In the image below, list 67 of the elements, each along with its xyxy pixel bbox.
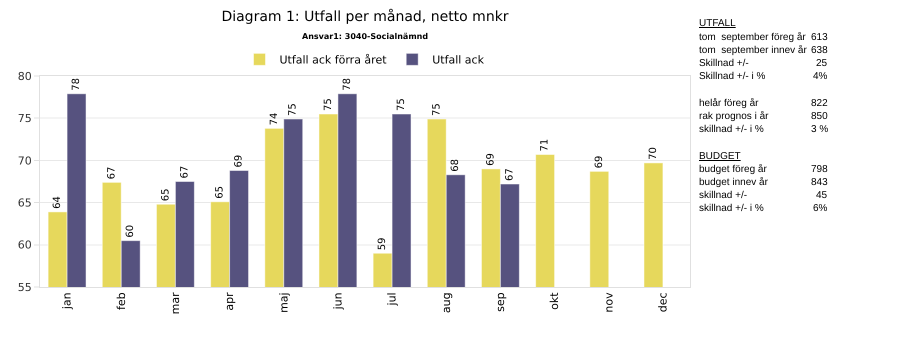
x-tick-label: mar <box>168 292 182 314</box>
text: skillnad +/- i % <box>699 124 764 135</box>
data-label: 75 <box>322 98 334 111</box>
data-label: 75 <box>431 103 442 116</box>
y-tick-label: 80 <box>18 70 32 83</box>
text: Skillnad +/- <box>699 58 749 69</box>
x-tick-label: nov <box>602 292 616 313</box>
text: helår föreg år <box>699 97 760 109</box>
x-tick-label: feb <box>114 292 128 310</box>
data-label: 69 <box>234 154 245 168</box>
chart-subtitle: Ansvar1: 3040-Socialnämnd <box>302 32 428 41</box>
x-tick-label: sep <box>494 292 507 312</box>
text: 25 <box>816 58 828 69</box>
text: 6% <box>813 203 828 214</box>
text: 613 <box>811 32 828 43</box>
data-label: 59 <box>377 238 388 250</box>
x-tick-label: maj <box>277 292 290 313</box>
text: tom september innev år <box>699 44 808 56</box>
data-label: 75 <box>288 103 299 116</box>
text: budget innev år <box>699 176 769 188</box>
text: 822 <box>811 98 828 109</box>
text: 638 <box>811 45 828 56</box>
data-label: 65 <box>160 188 172 202</box>
text: 850 <box>811 111 828 122</box>
text: 3 % <box>811 124 828 135</box>
text: 798 <box>811 164 828 175</box>
legend-label: Utfall ack förra året <box>280 54 388 67</box>
y-tick-label: 75 <box>18 112 32 126</box>
x-tick-label: aug <box>440 292 453 314</box>
text: 843 <box>811 177 828 188</box>
data-label: 78 <box>342 78 353 91</box>
data-label: 67 <box>504 168 516 182</box>
text: skillnad +/- i % <box>699 203 764 214</box>
text: BUDGET <box>699 151 741 162</box>
data-label: 67 <box>106 166 118 180</box>
text: budget föreg år <box>699 163 768 175</box>
x-tick-label: jan <box>60 292 74 310</box>
chart-title: Diagram 1: Utfall per månad, netto mnkr <box>221 8 509 25</box>
x-tick-label: okt <box>548 292 562 310</box>
text: 45 <box>816 190 828 201</box>
x-tick-label: apr <box>223 292 236 311</box>
y-tick-label: 60 <box>18 238 32 252</box>
text: rak prognos i år <box>699 110 770 122</box>
data-label: 74 <box>268 112 280 126</box>
data-label: 70 <box>648 147 659 160</box>
x-tick-label: jun <box>331 292 344 310</box>
text: skillnad +/- <box>699 190 748 201</box>
data-label: 64 <box>52 196 64 209</box>
data-label: 78 <box>71 78 82 91</box>
text: 4% <box>813 71 828 82</box>
data-label: 75 <box>396 98 408 111</box>
data-label: 60 <box>125 224 136 238</box>
data-label: 67 <box>179 166 190 178</box>
x-tick-label: dec <box>656 292 670 312</box>
data-label: 68 <box>450 159 462 172</box>
data-label: 69 <box>594 156 605 168</box>
y-tick-label: 65 <box>18 196 32 210</box>
text: tom september föreg år <box>699 31 806 43</box>
data-label: 71 <box>540 138 551 152</box>
text: UTFALL <box>699 18 736 29</box>
data-label: 65 <box>214 186 226 199</box>
y-tick-label: 70 <box>18 154 32 168</box>
data-label: 69 <box>485 153 496 166</box>
x-tick-label: jul <box>386 292 399 306</box>
y-tick-label: 55 <box>18 280 32 294</box>
text: Skillnad +/- i % <box>699 71 766 82</box>
legend-label: Utfall ack <box>432 54 485 67</box>
